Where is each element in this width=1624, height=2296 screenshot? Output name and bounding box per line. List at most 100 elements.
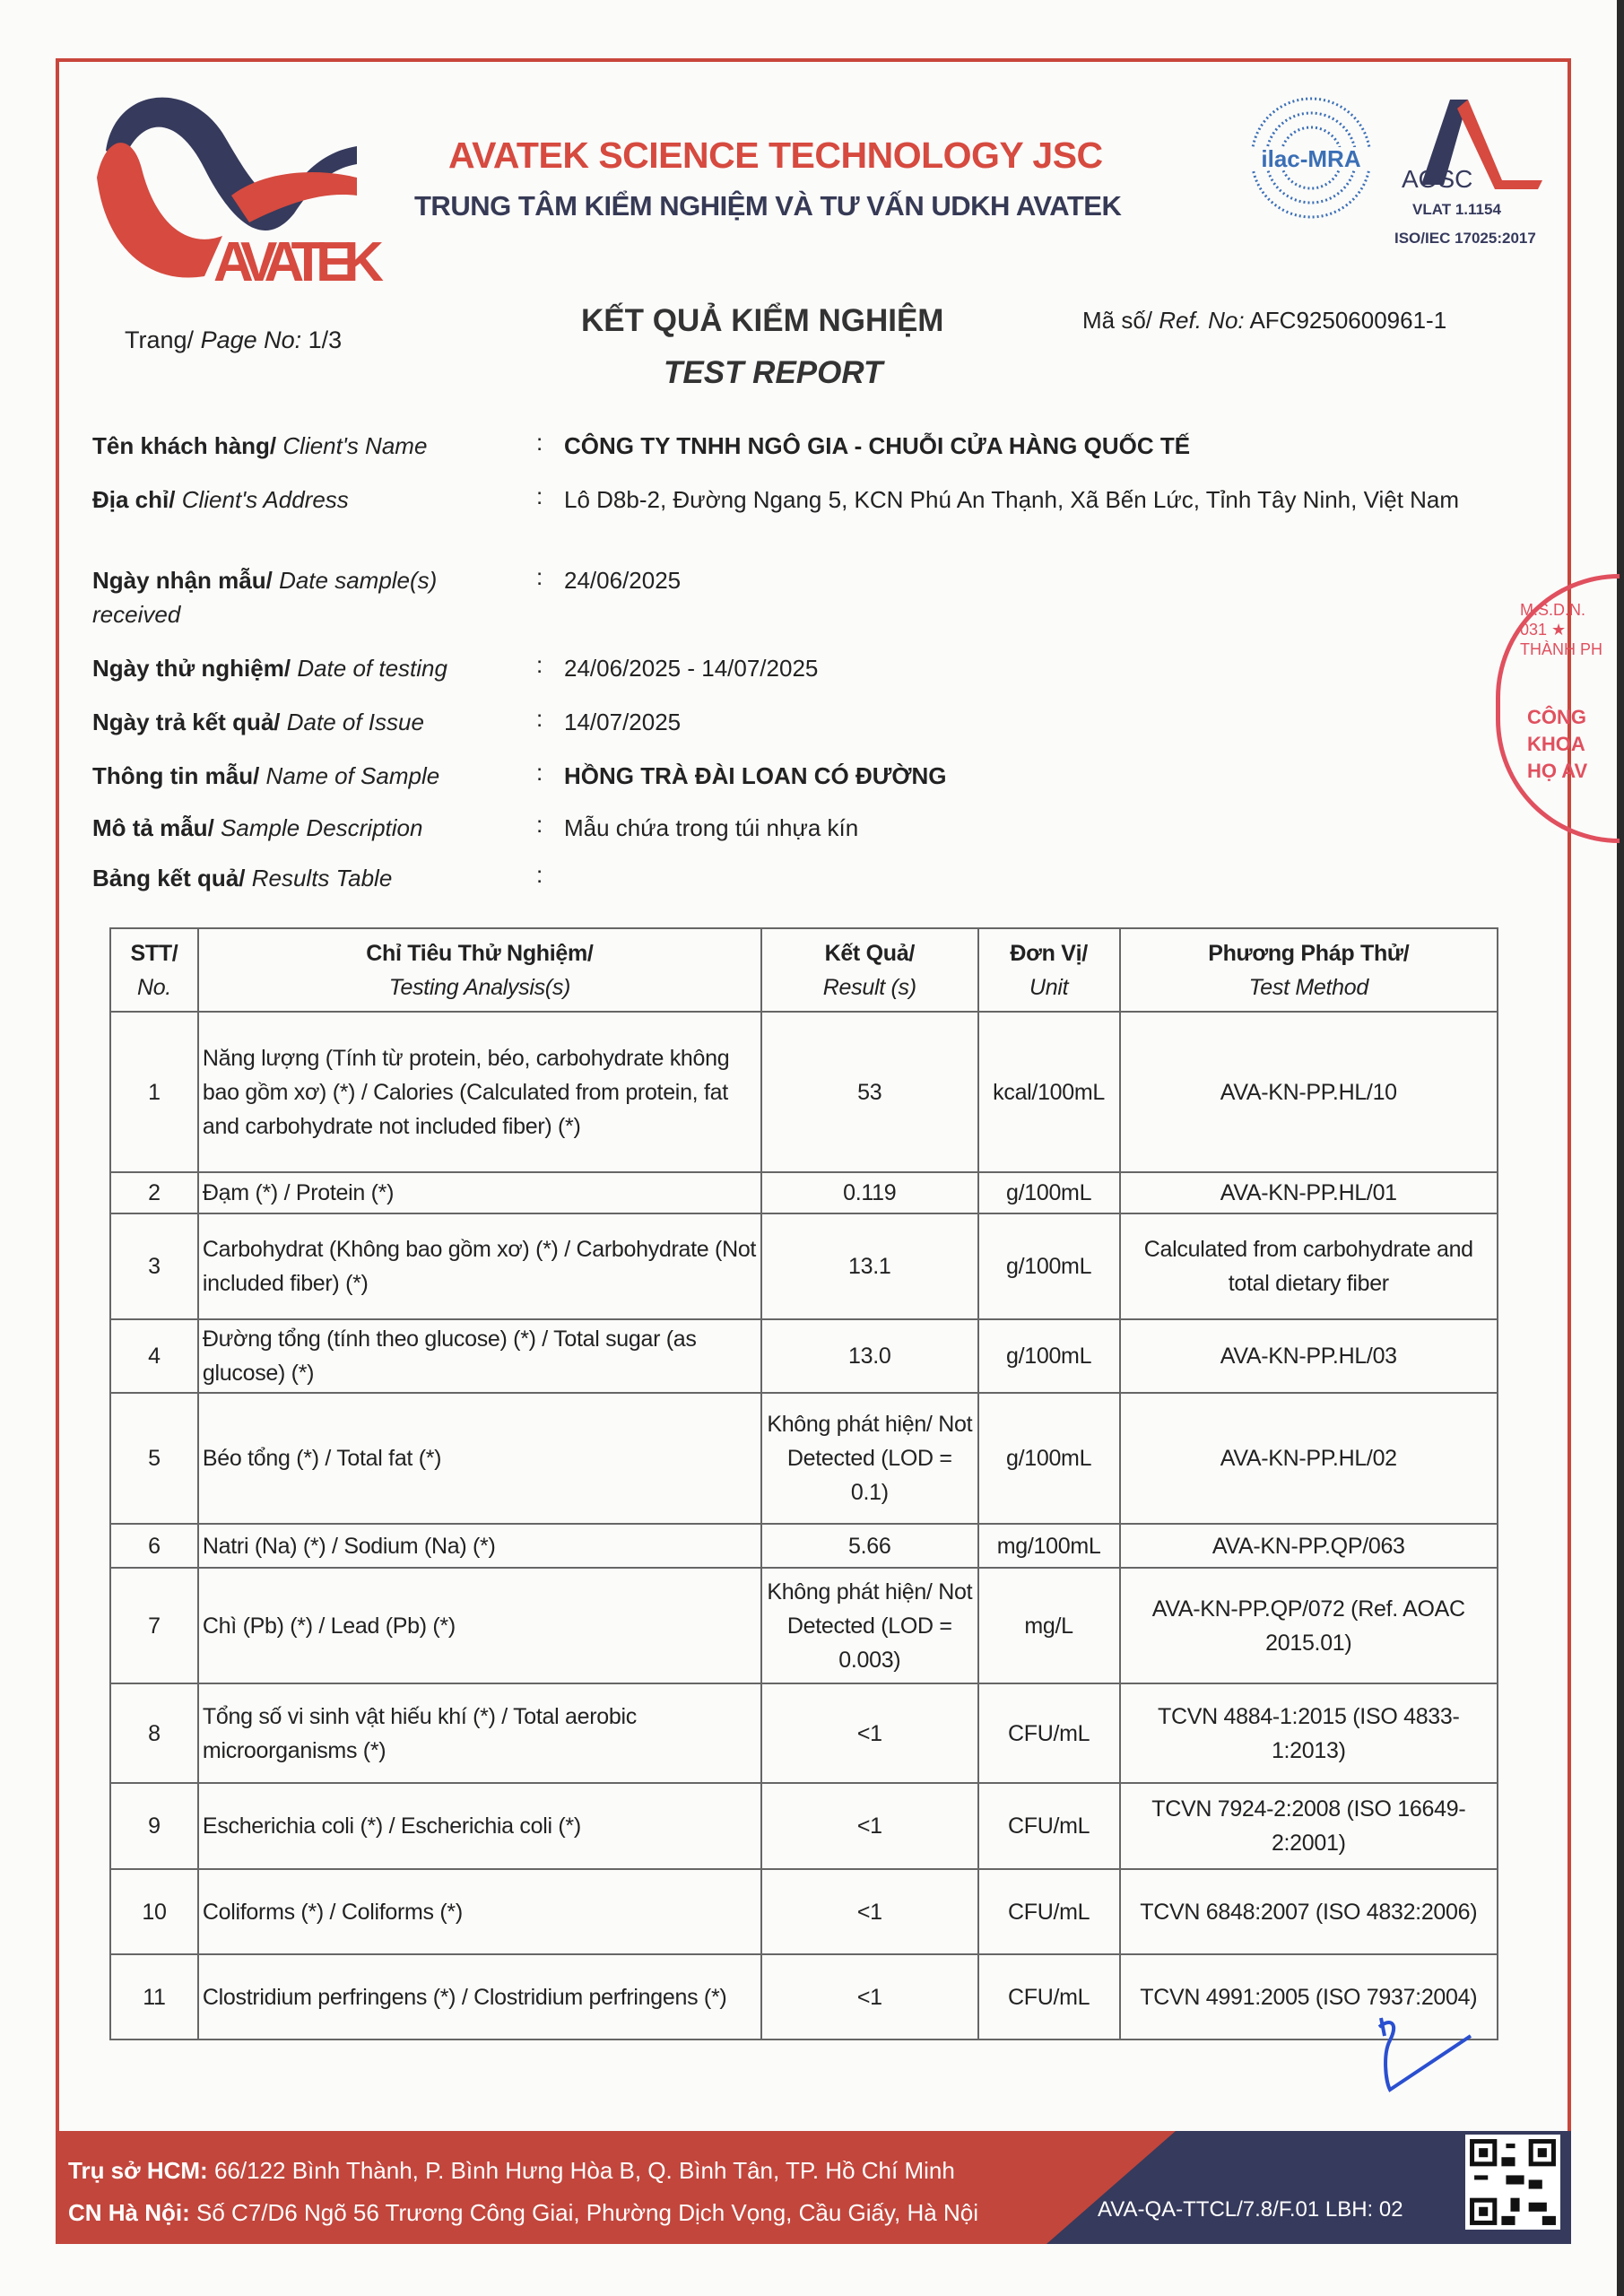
field-label-vi: Ngày nhận mẫu/ [92,567,273,594]
cell-unit: g/100mL [977,1213,1121,1320]
cell-unit: kcal/100mL [977,1011,1121,1173]
table-row: 1 Năng lượng (Tính từ protein, béo, carbo… [109,1011,1499,1173]
table-row: 7 Chì (Pb) (*) / Lead (Pb) (*) Không phát … [109,1567,1499,1684]
field-label: Ngày trả kết quả/ Date of Issue [92,705,532,739]
field-label-en: Date of Issue [286,709,424,735]
aosc-triangle-icon [1421,100,1542,189]
cell-no: 5 [109,1392,199,1525]
cell-analysis: Escherichia coli (*) / Escherichia coli … [196,1782,762,1870]
cell-result: 13.1 [760,1213,979,1320]
field-value: Mẫu chứa trong túi nhựa kín [564,814,859,841]
cell-method: AVA-KN-PP.QP/063 [1118,1523,1499,1569]
field-colon: : [536,429,543,456]
cell-no: 3 [109,1213,199,1320]
ilac-text: ilac-MRA [1261,145,1361,172]
signature [1377,2017,1472,2092]
field-label-vi: Mô tả mẫu/ [92,814,214,841]
table-row: 6 Natri (Na) (*) / Sodium (Na) (*) 5.66 mg/… [109,1523,1499,1569]
hn-label: CN Hà Nội: [68,2199,190,2226]
cell-analysis: Đường tổng (tính theo glucose) (*) / Tot… [196,1318,762,1394]
table-row: 2 Đạm (*) / Protein (*) 0.119 g/100mL AVA-KN… [109,1171,1499,1214]
cell-result: <1 [760,1683,979,1784]
col-header-analysis: Chỉ Tiêu Thử Nghiệm/Testing Analysis(s) [196,927,762,1013]
aosc-logo: AOSC VLAT 1.1154 ISO/IEC 17025:2017 [1394,95,1551,257]
field-label-en: Client's Address [181,486,349,513]
ref-label-en: Ref. No: [1159,307,1245,334]
stamp-outer-text: M.S.D.N. 031 ★ THÀNH PH [1520,601,1603,658]
cell-result: <1 [760,1868,979,1955]
field-label: Ngày thử nghiệm/ Date of testing [92,651,532,685]
table-row: 9 Escherichia coli (*) / Escherichia coli… [109,1782,1499,1870]
aosc-text: AOSC [1402,165,1473,193]
cell-unit: CFU/mL [977,1953,1121,2040]
cell-no: 6 [109,1523,199,1569]
cell-no: 1 [109,1011,199,1173]
ilac-mra-logo: ilac-MRA [1245,95,1377,221]
cell-no: 8 [109,1683,199,1784]
cell-no: 10 [109,1868,199,1955]
field-colon: : [536,651,543,678]
cell-analysis: Carbohydrat (Không bao gồm xơ) (*) / Car… [196,1213,762,1320]
cell-unit: mg/L [977,1567,1121,1684]
cell-unit: g/100mL [977,1171,1121,1214]
cell-unit: CFU/mL [977,1782,1121,1870]
ref-number: Mã số/ Ref. No: AFC9250600961-1 [1082,307,1446,335]
field-label-vi: Địa chỉ/ [92,486,176,513]
page-value: 1/3 [308,326,343,353]
col-header-method: Phương Pháp Thử/Test Method [1118,927,1499,1013]
cell-analysis: Natri (Na) (*) / Sodium (Na) (*) [196,1523,762,1569]
hcm-address: 66/122 Bình Thành, P. Bình Hưng Hòa B, Q… [213,2157,955,2184]
field-value: 14/07/2025 [564,709,682,735]
cell-result: <1 [760,1953,979,2040]
cell-unit: CFU/mL [977,1683,1121,1784]
field-label-en: Results Table [251,865,393,891]
company-name: AVATEK SCIENCE TECHNOLOGY JSC [448,135,1103,176]
svg-text:AVATEK: AVATEK [213,231,384,290]
cell-analysis: Năng lượng (Tính từ protein, béo, carboh… [196,1011,762,1173]
footer-hn: CN Hà Nội: Số C7/D6 Ngõ 56 Trương Công G… [68,2199,978,2227]
qr-code[interactable] [1465,2135,1560,2230]
cell-analysis: Đạm (*) / Protein (*) [196,1171,762,1214]
field-value: HỒNG TRÀ ĐÀI LOAN CÓ ĐƯỜNG [564,762,947,789]
vlat-text: VLAT 1.1154 [1412,201,1501,218]
page-border [56,58,1571,2244]
cell-method: TCVN 6848:2007 (ISO 4832:2006) [1118,1868,1499,1955]
cell-method: Calculated from carbohydrate and total d… [1118,1213,1499,1320]
report-title-en: TEST REPORT [664,355,883,390]
cell-result: 5.66 [760,1523,979,1569]
cell-result: 0.119 [760,1171,979,1214]
cell-no: 2 [109,1171,199,1214]
cell-no: 9 [109,1782,199,1870]
ref-value: AFC9250600961-1 [1249,307,1447,334]
field-label: Tên khách hàng/ Client's Name [92,429,532,463]
cell-result: <1 [760,1782,979,1870]
cell-analysis: Tổng số vi sinh vật hiếu khí (*) / Total… [196,1683,762,1784]
field-label: Mô tả mẫu/ Sample Description [92,811,532,845]
results-table: STT/No. Chỉ Tiêu Thử Nghiệm/Testing Anal… [109,927,1499,2040]
cell-unit: CFU/mL [977,1868,1121,1955]
field-label-en: Name of Sample [265,762,440,789]
field-colon: : [536,811,543,838]
table-row: 4 Đường tổng (tính theo glucose) (*) / To… [109,1318,1499,1394]
cell-method: TCVN 4884-1:2015 (ISO 4833-1:2013) [1118,1683,1499,1784]
field-value: 24/06/2025 - 14/07/2025 [564,655,819,682]
cell-result: 13.0 [760,1318,979,1394]
field-label: Thông tin mẫu/ Name of Sample [92,759,532,793]
field-label: Bảng kết quả/ Results Table [92,861,532,895]
field-label: Ngày nhận mẫu/ Date sample(s) received [92,563,514,631]
center-name: TRUNG TÂM KIỂM NGHIỆM VÀ TƯ VẤN UDKH AVA… [414,190,1122,222]
cell-analysis: Coliforms (*) / Coliforms (*) [196,1868,762,1955]
page-label-vi: Trang/ [125,326,195,353]
field-label-en: Sample Description [221,814,423,841]
cell-analysis: Chì (Pb) (*) / Lead (Pb) (*) [196,1567,762,1684]
cell-method: AVA-KN-PP.QP/072 (Ref. AOAC 2015.01) [1118,1567,1499,1684]
field-colon: : [536,861,543,888]
ref-label-vi: Mã số/ [1082,307,1153,334]
cell-no: 11 [109,1953,199,2040]
avatek-logo: AVATEK [97,97,384,290]
cell-unit: mg/100mL [977,1523,1121,1569]
field-label-en: Date of testing [297,655,447,682]
scan-edge [1617,0,1624,2296]
report-title-vi: KẾT QUẢ KIỂM NGHIỆM [581,303,944,338]
form-code: AVA-QA-TTCL/7.8/F.01 LBH: 02 [1098,2197,1403,2222]
